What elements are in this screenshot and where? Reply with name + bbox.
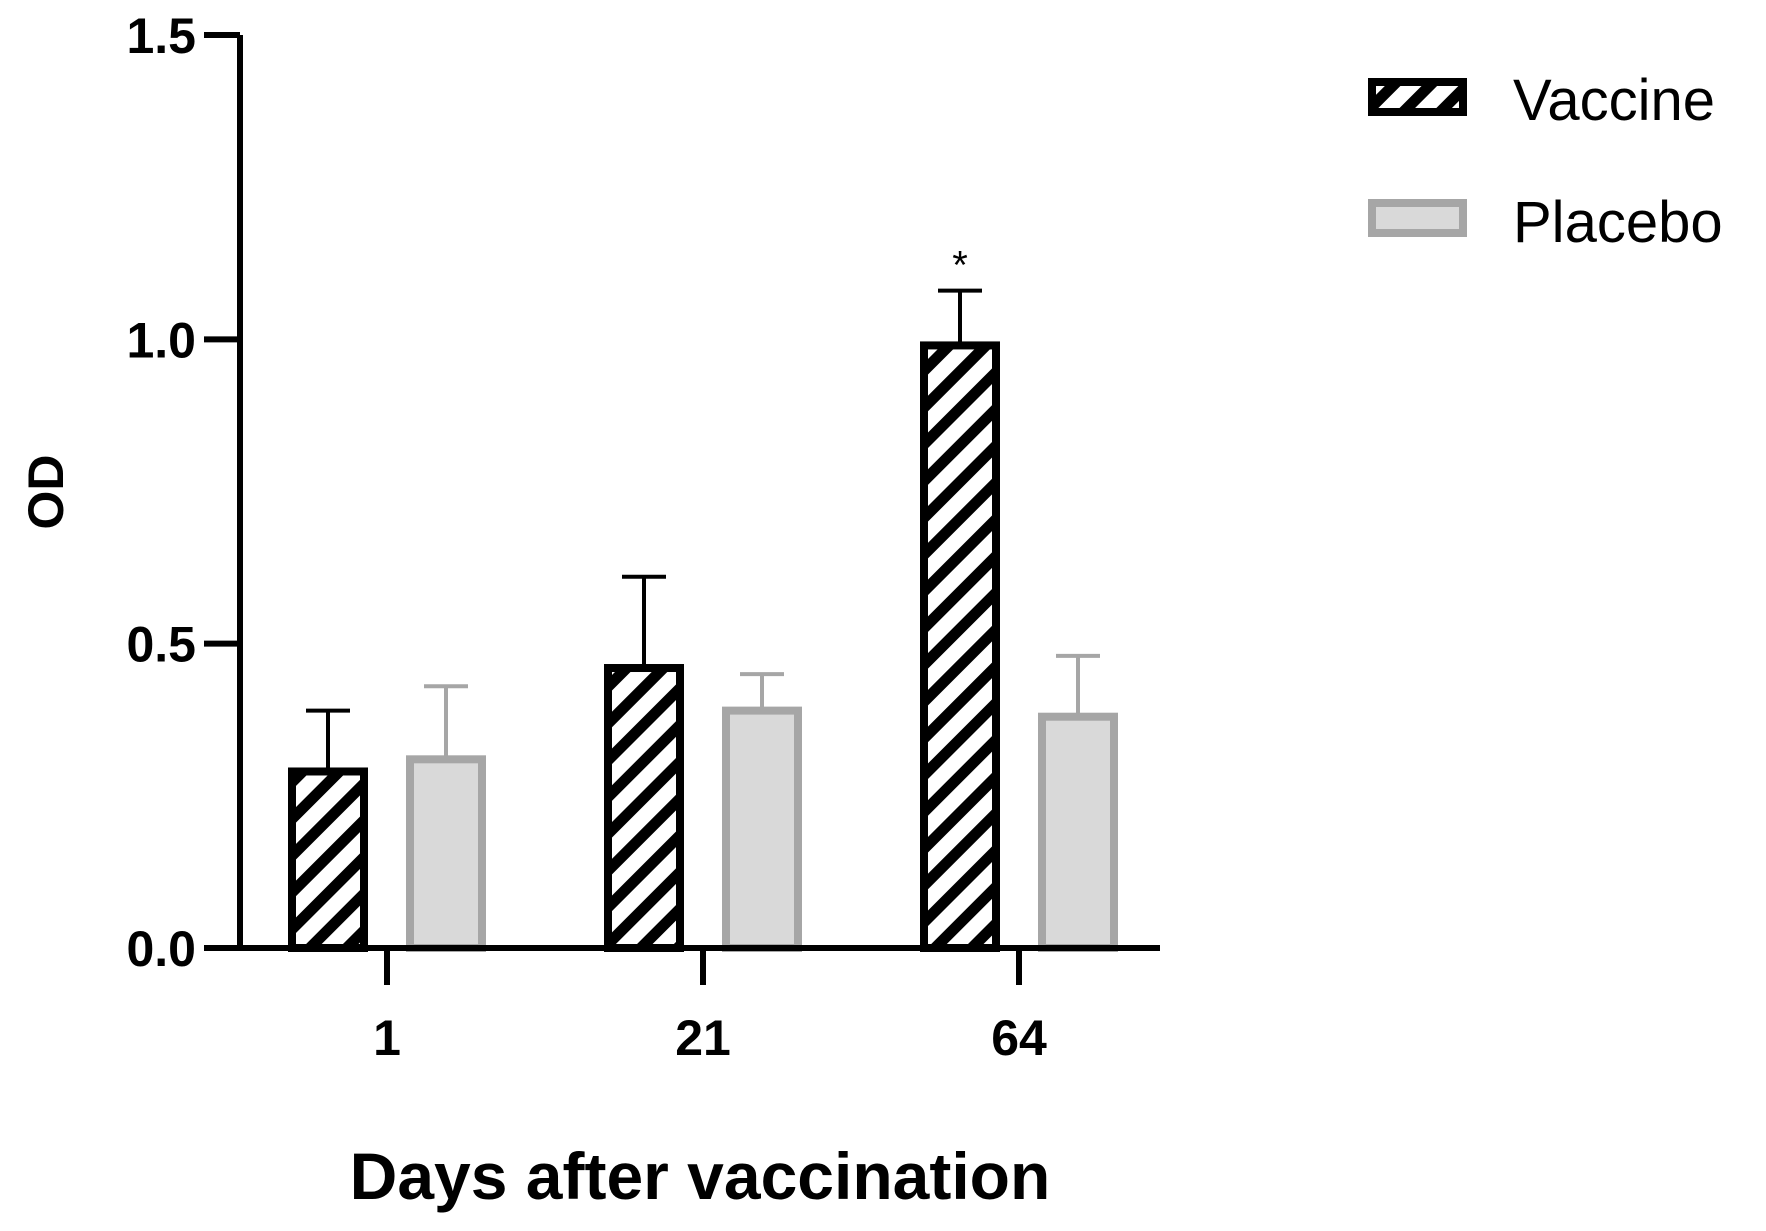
y-tick-label: 1.5 [126,8,196,64]
x-axis-title: Days after vaccination [350,1139,1051,1213]
axes [237,35,1160,951]
bar-vaccine-day-64 [920,341,1000,953]
significance-marker: * [952,244,968,288]
x-tick-label-21: 21 [675,1010,731,1066]
x-tick-label-1: 1 [373,1010,401,1066]
bar-placebo-day-21 [722,706,802,952]
y-tick-label: 1.0 [126,312,196,368]
y-tick-label: 0.5 [126,617,196,673]
x-ticks: 1 21 64 [373,948,1047,1066]
legend-swatch-vaccine [1368,78,1467,116]
legend-label-placebo: Placebo [1513,190,1723,255]
bar-vaccine-day-21 [604,664,684,952]
bar-vaccine-day-1 [288,767,368,953]
y-axis-title: OD [18,455,74,530]
bar-placebo-day-64 [1038,712,1118,952]
legend: Vaccine Placebo [1368,68,1723,255]
annotations: * [952,244,968,288]
legend-swatch-placebo [1368,199,1467,237]
bars-layer [288,341,1118,953]
x-tick-label-64: 64 [991,1010,1047,1066]
error-bars-layer [306,288,1100,772]
legend-label-vaccine: Vaccine [1513,68,1715,133]
y-ticks: 0.0 0.5 1.0 1.5 [126,8,240,977]
bar-placebo-day-1 [406,755,486,953]
y-tick-label: 0.0 [126,921,196,977]
